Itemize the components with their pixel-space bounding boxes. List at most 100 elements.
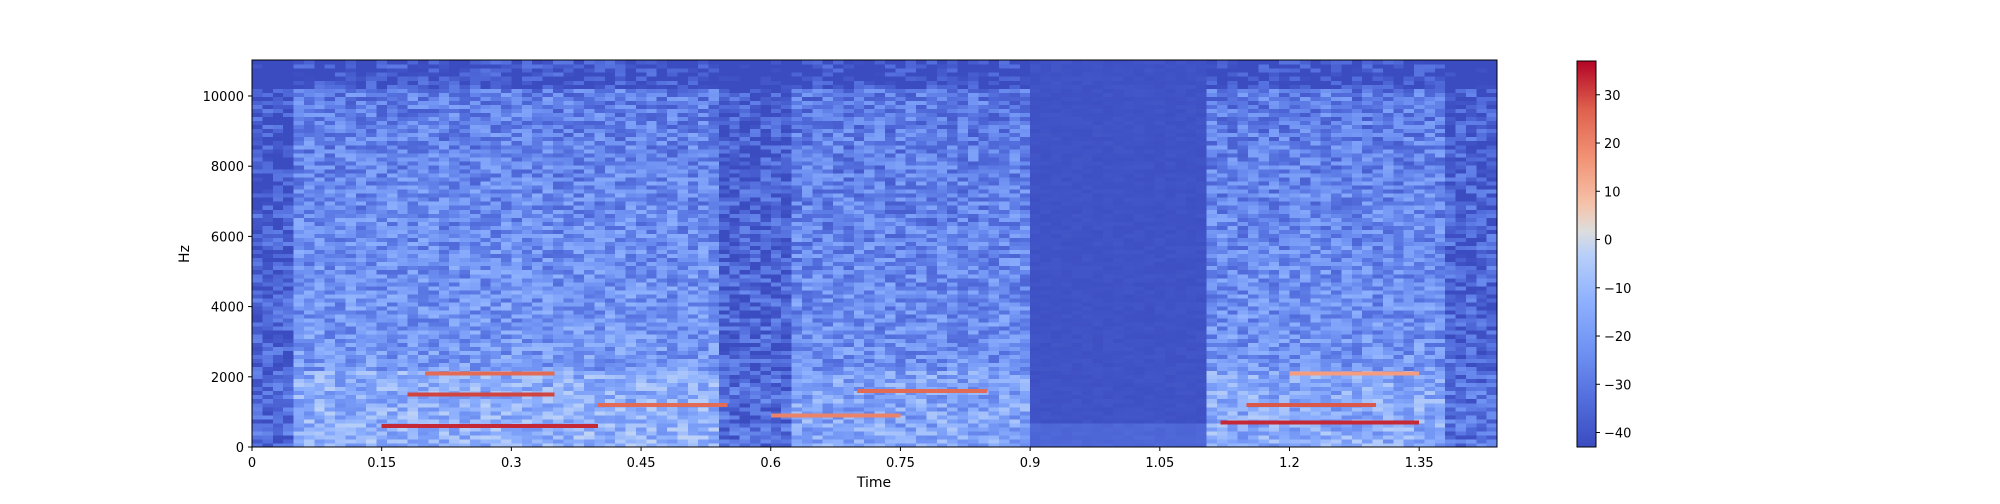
heatmap-cell bbox=[760, 104, 772, 109]
heatmap-cell bbox=[376, 334, 388, 339]
heatmap-cell bbox=[418, 168, 429, 174]
heatmap-cell bbox=[407, 277, 419, 283]
heatmap-cell bbox=[449, 205, 461, 210]
heatmap-cell bbox=[604, 164, 616, 170]
heatmap-cell bbox=[428, 156, 440, 162]
heatmap-cell bbox=[770, 140, 782, 146]
heatmap-cell bbox=[542, 140, 554, 146]
heatmap-cell bbox=[729, 132, 741, 138]
heatmap-cell bbox=[262, 394, 274, 400]
heatmap-cell bbox=[563, 120, 575, 126]
heatmap-cell bbox=[501, 301, 512, 307]
heatmap-cell bbox=[272, 64, 284, 69]
heatmap-cell bbox=[386, 96, 398, 101]
heatmap-cell bbox=[542, 136, 554, 142]
heatmap-cell bbox=[708, 414, 720, 420]
heatmap-cell bbox=[718, 160, 730, 166]
heatmap-cell bbox=[615, 305, 627, 311]
heatmap-cell bbox=[521, 402, 533, 408]
heatmap-cell bbox=[781, 64, 793, 69]
heatmap-cell bbox=[501, 136, 512, 142]
heatmap-cell bbox=[355, 233, 367, 238]
heatmap-cell bbox=[615, 104, 627, 109]
heatmap-cell bbox=[604, 398, 616, 404]
heatmap-cell bbox=[397, 72, 409, 77]
heatmap-cell bbox=[573, 108, 585, 114]
heatmap-cell bbox=[418, 120, 429, 126]
heatmap-cell bbox=[511, 172, 523, 178]
heatmap-cell bbox=[667, 330, 678, 335]
heatmap-cell bbox=[687, 241, 699, 247]
heatmap-cell bbox=[667, 132, 678, 138]
heatmap-cell bbox=[355, 277, 367, 283]
heatmap-cell bbox=[324, 269, 336, 275]
heatmap-cell bbox=[272, 88, 284, 93]
heatmap-cell bbox=[532, 442, 544, 447]
heatmap-cell bbox=[293, 422, 305, 428]
heatmap-cell bbox=[750, 293, 761, 299]
heatmap-cell bbox=[656, 322, 668, 327]
heatmap-cell bbox=[615, 338, 627, 343]
heatmap-cell bbox=[293, 136, 305, 142]
heatmap-cell bbox=[542, 410, 554, 416]
heatmap-cell bbox=[314, 434, 326, 440]
heatmap-cell bbox=[490, 160, 502, 166]
heatmap-cell bbox=[646, 273, 658, 279]
heatmap-cell bbox=[480, 241, 492, 247]
heatmap-cell bbox=[656, 88, 668, 93]
heatmap-cell bbox=[418, 430, 429, 436]
heatmap-cell bbox=[521, 293, 533, 299]
heatmap-cell bbox=[708, 390, 720, 396]
heatmap-cell bbox=[469, 289, 481, 295]
heatmap-cell bbox=[262, 301, 274, 307]
heatmap-cell bbox=[677, 334, 689, 339]
heatmap-cell bbox=[739, 346, 751, 351]
heatmap-cell bbox=[687, 350, 699, 355]
heatmap-cell bbox=[750, 434, 761, 440]
heatmap-cell bbox=[428, 322, 440, 327]
heatmap-cell bbox=[511, 237, 523, 243]
heatmap-cell bbox=[718, 338, 730, 343]
heatmap-cell bbox=[428, 277, 440, 283]
heatmap-cell bbox=[635, 80, 647, 85]
heatmap-cell bbox=[428, 76, 440, 81]
heatmap-cell bbox=[386, 350, 398, 355]
heatmap-cell bbox=[376, 209, 388, 214]
heatmap-cell bbox=[293, 209, 305, 214]
heatmap-cell bbox=[366, 96, 378, 101]
heatmap-cell bbox=[335, 116, 346, 122]
heatmap-cell bbox=[262, 241, 274, 247]
heatmap-cell bbox=[708, 72, 720, 77]
heatmap-cell bbox=[635, 88, 647, 93]
heatmap-cell bbox=[335, 422, 346, 428]
heatmap-cell bbox=[760, 402, 772, 408]
heatmap-cell bbox=[386, 197, 398, 202]
heatmap-cell bbox=[252, 426, 263, 432]
heatmap-cell bbox=[469, 293, 481, 299]
heatmap-cell bbox=[781, 261, 793, 267]
heatmap-cell bbox=[366, 88, 378, 93]
heatmap-cell bbox=[469, 394, 481, 400]
heatmap-cell bbox=[781, 277, 793, 283]
heatmap-cell bbox=[687, 410, 699, 416]
heatmap-cell bbox=[750, 116, 761, 122]
heatmap-cell bbox=[563, 366, 575, 372]
heatmap-cell bbox=[729, 269, 741, 275]
heatmap-cell bbox=[438, 350, 450, 355]
heatmap-cell bbox=[428, 217, 440, 222]
heatmap-cell bbox=[635, 225, 647, 230]
heatmap-cell bbox=[718, 434, 730, 440]
heatmap-cell bbox=[252, 422, 263, 428]
heatmap-cell bbox=[718, 217, 730, 222]
heatmap-cell bbox=[272, 108, 284, 114]
heatmap-cell bbox=[366, 233, 378, 238]
heatmap-cell bbox=[584, 205, 595, 210]
heatmap-cell bbox=[376, 225, 388, 230]
heatmap-cell bbox=[386, 108, 398, 114]
heatmap-cell bbox=[490, 297, 502, 303]
heatmap-cell bbox=[272, 76, 284, 81]
heatmap-cell bbox=[501, 237, 512, 243]
heatmap-cell bbox=[386, 168, 398, 174]
heatmap-cell bbox=[615, 245, 627, 251]
heatmap-cell bbox=[397, 229, 409, 234]
